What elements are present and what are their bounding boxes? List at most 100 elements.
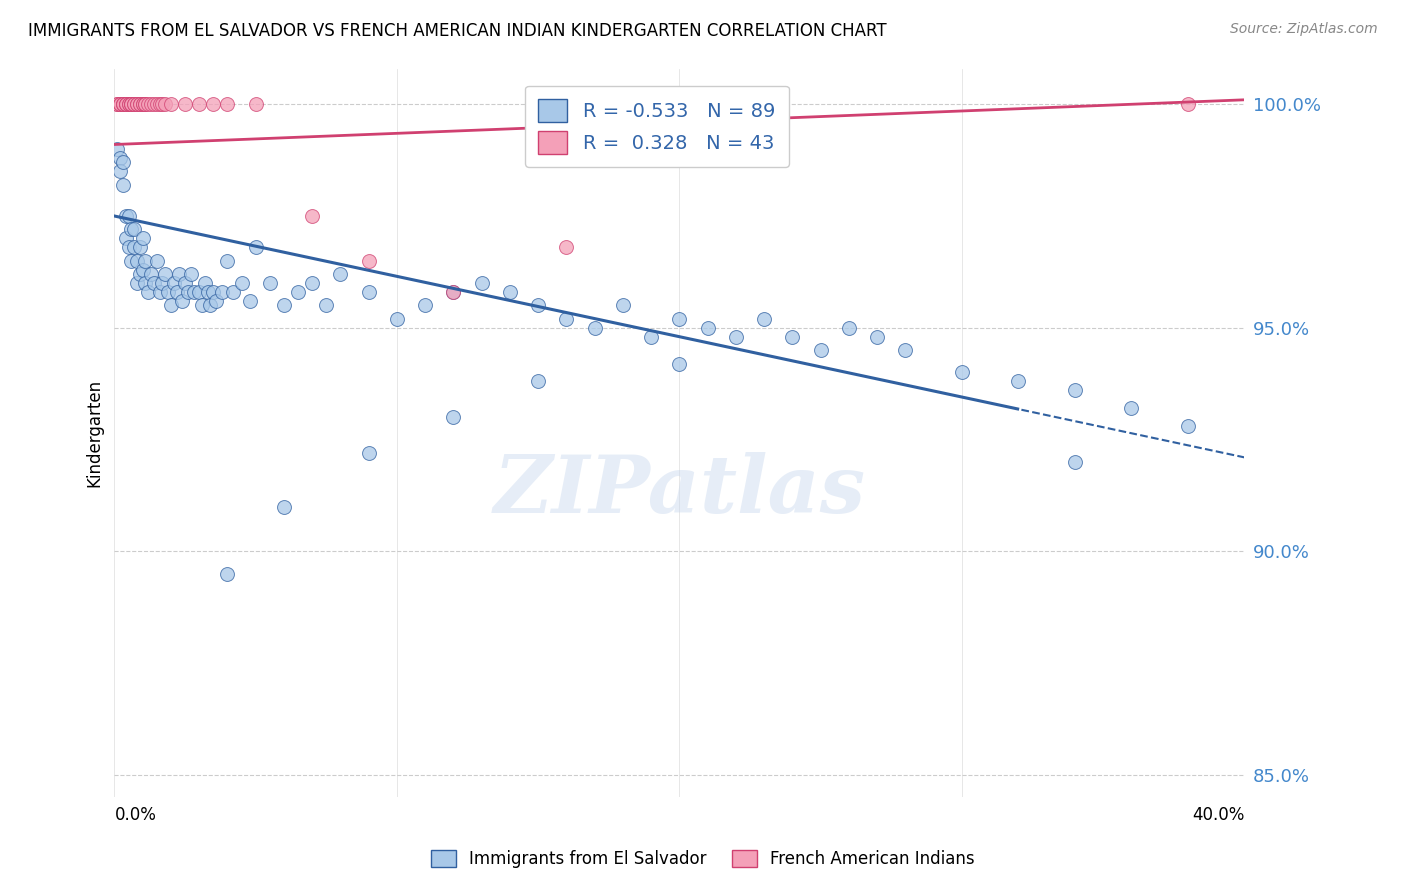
Point [122, 97, 145, 112]
Point [166, 285, 188, 299]
Point [782, 329, 804, 343]
Point [128, 240, 150, 254]
Point [120, 97, 142, 112]
Point [160, 298, 183, 312]
Point [205, 293, 228, 308]
Point [131, 231, 153, 245]
Text: Source: ZipAtlas.com: Source: ZipAtlas.com [1230, 22, 1378, 37]
Point [724, 329, 747, 343]
Point [105, 97, 128, 112]
Point [894, 343, 917, 357]
Point [668, 357, 690, 371]
Point [197, 285, 219, 299]
Point [183, 285, 205, 299]
Point [155, 97, 177, 112]
Text: ZIPatlas: ZIPatlas [494, 452, 866, 530]
Point [108, 164, 131, 178]
Point [527, 375, 550, 389]
Point [838, 320, 860, 334]
Point [155, 267, 177, 281]
Point [329, 267, 352, 281]
Point [301, 209, 323, 223]
Point [143, 97, 166, 112]
Point [111, 97, 134, 112]
Point [146, 97, 169, 112]
Point [640, 329, 662, 343]
Point [752, 311, 775, 326]
Point [191, 298, 214, 312]
Point [134, 276, 156, 290]
Point [315, 298, 337, 312]
Point [108, 97, 131, 112]
Point [111, 155, 134, 169]
Point [231, 276, 253, 290]
Point [152, 97, 174, 112]
Text: 40.0%: 40.0% [1192, 806, 1244, 824]
Point [108, 97, 131, 112]
Point [188, 97, 211, 112]
Point [117, 97, 139, 112]
Point [287, 285, 309, 299]
Point [114, 97, 136, 112]
Point [128, 97, 150, 112]
Point [202, 285, 225, 299]
Point [122, 222, 145, 236]
Text: IMMIGRANTS FROM EL SALVADOR VS FRENCH AMERICAN INDIAN KINDERGARTEN CORRELATION C: IMMIGRANTS FROM EL SALVADOR VS FRENCH AM… [28, 22, 887, 40]
Point [149, 97, 172, 112]
Point [239, 293, 262, 308]
Point [301, 276, 323, 290]
Point [273, 298, 295, 312]
Point [222, 285, 245, 299]
Legend: R = -0.533   N = 89, R =  0.328   N = 43: R = -0.533 N = 89, R = 0.328 N = 43 [524, 86, 789, 168]
Point [139, 97, 162, 112]
Point [413, 298, 436, 312]
Point [1063, 384, 1085, 398]
Point [139, 267, 162, 281]
Point [612, 298, 634, 312]
Point [499, 285, 522, 299]
Point [385, 311, 408, 326]
Point [117, 97, 139, 112]
Point [527, 298, 550, 312]
Point [169, 267, 191, 281]
Point [668, 311, 690, 326]
Point [245, 97, 267, 112]
Point [122, 240, 145, 254]
Point [1121, 401, 1143, 416]
Point [111, 97, 134, 112]
Point [583, 320, 606, 334]
Point [143, 276, 166, 290]
Point [134, 253, 156, 268]
Point [146, 253, 169, 268]
Point [950, 366, 973, 380]
Point [111, 178, 134, 192]
Point [117, 240, 139, 254]
Point [134, 97, 156, 112]
Point [120, 97, 142, 112]
Point [114, 97, 136, 112]
Point [120, 222, 142, 236]
Point [217, 566, 239, 581]
Point [114, 97, 136, 112]
Point [163, 276, 186, 290]
Point [202, 97, 225, 112]
Point [114, 231, 136, 245]
Y-axis label: Kindergarten: Kindergarten [86, 379, 103, 487]
Point [555, 240, 578, 254]
Point [172, 293, 194, 308]
Point [125, 276, 148, 290]
Point [180, 267, 202, 281]
Point [177, 285, 200, 299]
Point [357, 285, 380, 299]
Point [188, 285, 211, 299]
Point [441, 410, 464, 425]
Point [125, 97, 148, 112]
Point [157, 285, 180, 299]
Point [810, 343, 832, 357]
Point [217, 97, 239, 112]
Point [125, 253, 148, 268]
Point [1007, 375, 1029, 389]
Point [122, 97, 145, 112]
Point [1177, 97, 1199, 112]
Point [200, 298, 222, 312]
